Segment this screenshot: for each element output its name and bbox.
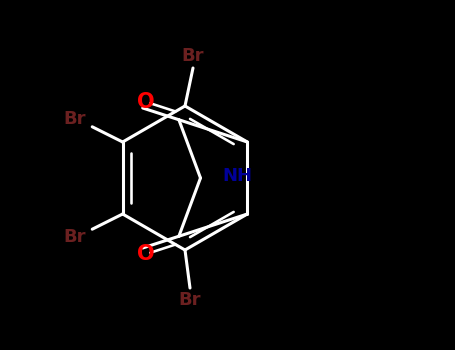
Text: Br: Br (63, 110, 86, 128)
Text: Br: Br (182, 47, 204, 65)
Text: Br: Br (63, 228, 86, 246)
Text: Br: Br (179, 291, 201, 309)
Text: NH: NH (222, 167, 253, 185)
Text: O: O (137, 244, 155, 264)
Text: O: O (137, 92, 155, 112)
